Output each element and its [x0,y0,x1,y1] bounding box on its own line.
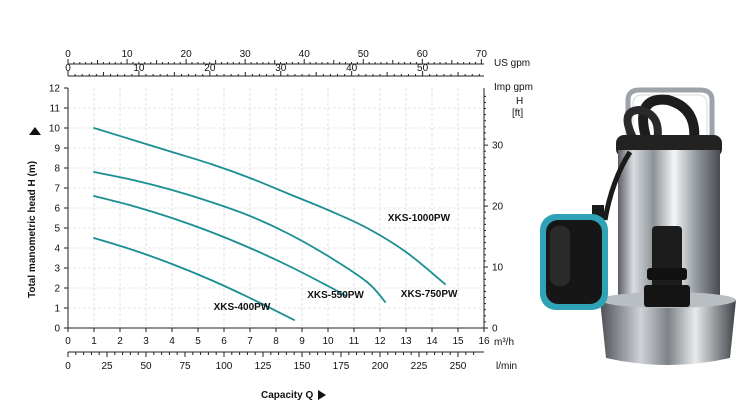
us-gpm-tick-label: 40 [299,49,311,60]
us-gpm-tick-label: 30 [240,49,252,60]
ft-axis-label-top: H [516,96,523,107]
us-gpm-axis-label: US gpm [494,58,530,69]
us-gpm-tick-label: 10 [121,49,133,60]
curve-labels: XKS-400PW XKS-550PW XKS-750PW XKS-1000PW [214,213,458,313]
lmin-tick-label: 150 [294,361,311,372]
x-tick-label: 13 [400,336,412,347]
us-gpm-tick-label: 70 [476,49,488,60]
x-tick-label: 4 [169,336,175,347]
curve-xks-750pw [93,171,387,303]
x-tick-label: 3 [143,336,149,347]
us-gpm-tick-label: 20 [181,49,193,60]
lmin-tick-label: 100 [216,361,233,372]
lmin-tick-label: 200 [372,361,389,372]
x-tick-label: 11 [349,336,360,347]
curve-xks-550pw [93,195,348,297]
x-tick-label: 10 [322,336,334,347]
float-switch [540,205,608,310]
grid [68,88,484,328]
curve-xks-1000pw [93,127,446,285]
x-tick-label: 5 [195,336,201,347]
curve-label-xks-1000pw: XKS-1000PW [388,213,451,224]
y-tick-label: 1 [54,304,60,315]
imp-gpm-tick-label: 20 [204,63,216,74]
x-tick-label: 8 [273,336,279,347]
pump-handle [625,87,715,140]
ft-axis-label-bottom: [ft] [512,108,523,119]
lmin-tick-label: 225 [411,361,428,372]
y-tick-label: 10 [49,124,61,135]
curves [93,127,446,321]
float-switch-cable [602,150,633,221]
y-tick-label: 0 [54,324,60,335]
x-tick-label: 12 [374,336,386,347]
lmin-tick-label: 250 [450,361,467,372]
imp-gpm-tick-label: 50 [417,63,429,74]
us-gpm-tick-label: 50 [358,49,370,60]
ft-tick-label: 20 [492,202,504,213]
curve-label-xks-550pw: XKS-550PW [307,290,364,301]
y-tick-label: 11 [50,104,61,115]
lmin-tick-label: 75 [179,361,191,372]
y-axis-arrow-icon [29,127,41,135]
y-tick-label: 3 [54,264,60,275]
imp-gpm-tick-label: 0 [65,63,71,74]
y-tick-label: 7 [54,184,60,195]
y-tick-label: 6 [54,204,60,215]
y-tick-label: 4 [54,244,60,255]
us-gpm-tick-label: 0 [65,49,71,60]
y-tick-label: 12 [49,84,61,95]
lmin-tick-label: 25 [101,361,113,372]
y-tick-label: 5 [54,224,60,235]
imp-gpm-tick-label: 10 [133,63,145,74]
lmin-tick-label: 0 [65,361,71,372]
curve-xks-400pw [93,237,296,321]
y-axis-title: Total manometric head H (m) [27,161,38,298]
ft-tick-label: 10 [492,263,504,274]
imp-gpm-axis-label: Imp gpm [494,82,533,93]
pump-base [600,300,736,365]
x-tick-label: 15 [452,336,464,347]
y-tick-label: 2 [54,284,60,295]
us-gpm-tick-label: 60 [417,49,429,60]
curve-label-xks-750pw: XKS-750PW [401,289,458,300]
lmin-axis-label: l/min [496,361,517,372]
curve-label-xks-400pw: XKS-400PW [214,302,271,313]
x-tick-label: 1 [91,336,97,347]
x-tick-label: 0 [65,336,71,347]
ft-tick-label: 30 [492,141,504,152]
m3h-unit-label: m³/h [494,337,514,348]
x-axis-arrow-icon [318,390,326,400]
lmin-tick-label: 175 [333,361,350,372]
lmin-tick-label: 50 [140,361,152,372]
lmin-tick-label: 125 [255,361,272,372]
x-tick-label: 7 [247,336,253,347]
x-tick-label: 6 [221,336,227,347]
x-tick-label: 14 [426,336,438,347]
x-axis-title: Capacity Q [261,390,313,401]
y-tick-label: 9 [54,144,60,155]
x-tick-label: 9 [299,336,305,347]
imp-gpm-tick-label: 30 [275,63,287,74]
y-tick-label: 8 [54,164,60,175]
imp-gpm-tick-label: 40 [346,63,358,74]
pump-illustration [540,87,736,365]
pump-cable [638,94,700,162]
ft-tick-label: 0 [492,324,498,335]
x-tick-label: 2 [117,336,123,347]
x-tick-label: 16 [478,336,490,347]
